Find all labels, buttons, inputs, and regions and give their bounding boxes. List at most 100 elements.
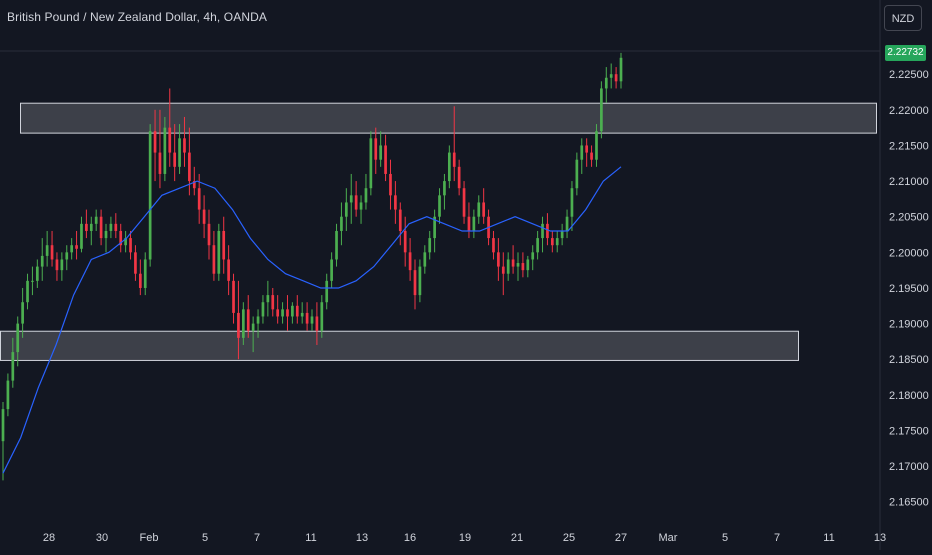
candle-body (143, 259, 147, 288)
x-tick-label: 7 (254, 532, 260, 544)
candle-body (202, 209, 206, 224)
y-tick-label: 2.21000 (889, 176, 929, 188)
candle-body (134, 252, 137, 274)
candle-body (168, 127, 172, 153)
candle-body (418, 266, 422, 296)
candle-body (75, 245, 78, 249)
candle-body (26, 280, 29, 303)
candle-body (158, 152, 162, 174)
candle-body (580, 145, 584, 160)
candle-body (300, 312, 304, 317)
candle-body (403, 230, 407, 253)
candle-body (138, 273, 142, 288)
candle-body (531, 252, 535, 260)
candle-body (506, 259, 510, 274)
moving-average-line (2, 166, 622, 474)
candle-body (492, 238, 495, 253)
y-tick-label: 2.18000 (889, 390, 929, 402)
candle-body (501, 266, 505, 274)
candle-body (467, 216, 471, 231)
candle-body (354, 195, 358, 210)
candle-body (550, 238, 554, 246)
candle-body (124, 238, 127, 246)
candle-body (423, 252, 427, 267)
candle-body (291, 305, 294, 317)
candle-body (565, 216, 569, 231)
x-tick-label: 25 (563, 532, 575, 544)
candle-body (560, 230, 564, 239)
candle-body (222, 230, 226, 260)
candle-body (595, 131, 598, 160)
y-tick-label: 2.22500 (889, 69, 929, 81)
candle-body (443, 181, 446, 196)
candle-body (536, 238, 539, 253)
candle-body (330, 259, 333, 281)
candle-body (521, 263, 525, 271)
candle-body (452, 152, 456, 167)
x-tick-label: Mar (659, 532, 678, 544)
candle-body (389, 173, 392, 196)
candle-body (604, 77, 608, 89)
candle-body (35, 266, 39, 281)
candle-body (261, 302, 265, 317)
candle-body (276, 309, 280, 317)
candle-body (359, 202, 363, 210)
candle-body (315, 316, 319, 331)
x-tick-label: 19 (459, 532, 471, 544)
candle-body (384, 145, 387, 174)
candle-body (541, 223, 544, 239)
candle-body (232, 280, 235, 313)
candle-body (45, 245, 49, 256)
candle-body (89, 223, 93, 231)
candle-body (80, 223, 83, 249)
x-tick-label: 11 (823, 532, 834, 544)
candle-body (114, 223, 118, 231)
y-tick-label: 2.19500 (889, 283, 929, 295)
y-tick-label: 2.19000 (889, 319, 929, 331)
x-tick-label: 5 (722, 532, 728, 544)
candle-body (207, 223, 211, 246)
candle-body (364, 188, 368, 203)
candle-body (246, 309, 250, 331)
candle-body (320, 302, 324, 331)
candle-body (619, 57, 623, 82)
candle-body (570, 188, 574, 217)
x-tick-label: 28 (43, 532, 55, 544)
zone-rect (0, 330, 799, 361)
candle-body (325, 280, 329, 303)
candle-body (295, 305, 299, 317)
candle-body (109, 223, 113, 231)
chart-title: British Pound / New Zealand Dollar, 4h, … (7, 10, 267, 24)
candle-body (173, 152, 177, 167)
candle-body (398, 209, 402, 231)
x-tick-label: 27 (615, 532, 627, 544)
zone-rect (20, 102, 877, 134)
candle-body (516, 263, 520, 267)
y-tick-label: 2.22000 (889, 105, 929, 117)
currency-button[interactable]: NZD (884, 5, 922, 31)
candle-body (600, 88, 603, 132)
x-tick-label: 30 (96, 532, 108, 544)
candle-body (408, 252, 412, 271)
candle-body (217, 230, 221, 274)
candle-body (575, 159, 579, 189)
candle-body (344, 202, 348, 217)
candle-body (192, 181, 196, 189)
candle-body (438, 195, 441, 217)
candle-body (212, 245, 216, 274)
candle-body (482, 202, 486, 217)
candle-body (227, 259, 230, 281)
candle-body (497, 252, 500, 267)
candle-body (394, 195, 397, 210)
candle-body (119, 230, 123, 246)
candle-body (271, 295, 275, 310)
candle-body (349, 195, 353, 203)
candle-body (585, 145, 589, 153)
x-tick-label: 21 (511, 532, 523, 544)
candle-body (129, 238, 132, 253)
candle-body (251, 323, 255, 331)
candle-body (65, 252, 69, 260)
x-tick-label: 16 (404, 532, 416, 544)
candle-body (148, 131, 152, 260)
